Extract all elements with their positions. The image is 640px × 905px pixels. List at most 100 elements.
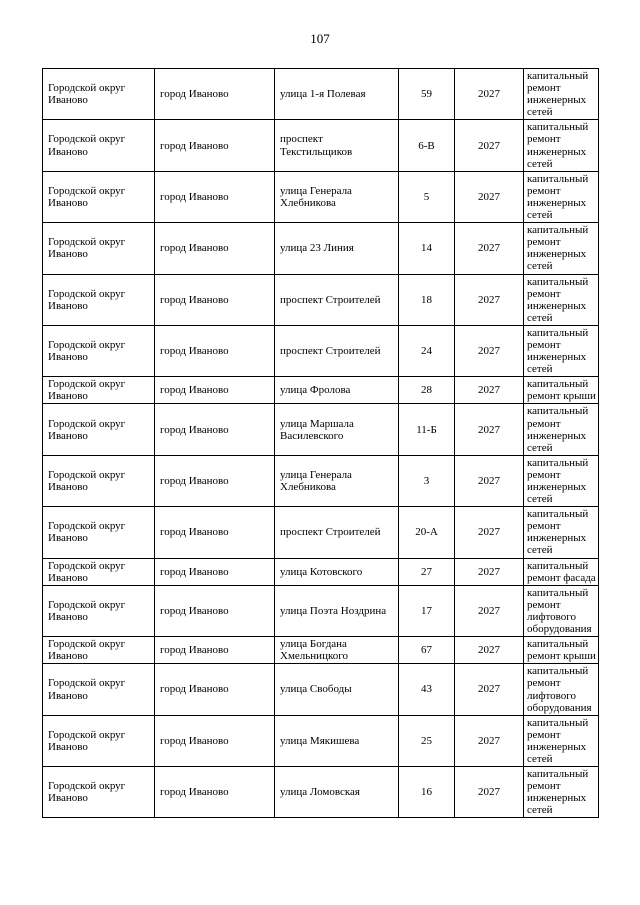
table-row: Городской округ Иваново город Иваново ул… [42, 766, 599, 819]
cell-municipality: Городской округ Иваново [42, 454, 155, 508]
cell-municipality: Городской округ Иваново [42, 376, 155, 405]
cell-work-type: капитальный ремонт инженерных сетей [523, 506, 599, 559]
cell-city: город Иваново [154, 454, 275, 508]
cell-year: 2027 [454, 506, 524, 559]
cell-work-type: капитальный ремонт лифтового оборудовани… [523, 584, 599, 638]
cell-municipality: Городской округ Иваново [42, 222, 155, 275]
cell-municipality: Городской округ Иваново [42, 714, 155, 768]
cell-street: проспект Текстильщиков [274, 119, 399, 172]
cell-municipality: Городской округ Иваново [42, 273, 155, 326]
cell-work-type: капитальный ремонт инженерных сетей [523, 119, 599, 172]
table-row: Городской округ Иваново город Иваново ул… [42, 714, 599, 768]
cell-city: город Иваново [154, 170, 275, 224]
cell-city: город Иваново [154, 67, 275, 121]
cell-year: 2027 [454, 557, 524, 586]
cell-municipality: Городской округ Иваново [42, 67, 155, 121]
cell-street: улица 1-я Полевая [274, 67, 399, 121]
cell-city: город Иваново [154, 119, 275, 172]
cell-year: 2027 [454, 584, 524, 638]
cell-work-type: капитальный ремонт инженерных сетей [523, 170, 599, 224]
table-row: Городской округ Иваново город Иваново ул… [42, 222, 599, 275]
cell-street: проспект Строителей [274, 324, 399, 378]
cell-municipality: Городской округ Иваново [42, 766, 155, 819]
table-row: Городской округ Иваново город Иваново пр… [42, 324, 599, 378]
cell-house-number: 14 [398, 222, 455, 275]
cell-year: 2027 [454, 663, 524, 716]
cell-house-number: 17 [398, 584, 455, 638]
table-row: Городской округ Иваново город Иваново ул… [42, 584, 599, 638]
cell-street: улица Фролова [274, 376, 399, 405]
cell-street: улица Ломовская [274, 766, 399, 819]
cell-work-type: капитальный ремонт инженерных сетей [523, 714, 599, 768]
cell-house-number: 43 [398, 663, 455, 716]
cell-city: город Иваново [154, 222, 275, 275]
cell-municipality: Городской округ Иваново [42, 119, 155, 172]
cell-street: улица Генерала Хлебникова [274, 454, 399, 508]
cell-city: город Иваново [154, 663, 275, 716]
table-row: Городской округ Иваново город Иваново ул… [42, 557, 599, 586]
cell-municipality: Городской округ Иваново [42, 506, 155, 559]
cell-city: город Иваново [154, 584, 275, 638]
cell-city: город Иваново [154, 376, 275, 405]
cell-city: город Иваново [154, 403, 275, 456]
table-row: Городской округ Иваново город Иваново ул… [42, 376, 599, 405]
cell-year: 2027 [454, 67, 524, 121]
cell-year: 2027 [454, 376, 524, 405]
table-row: Городской округ Иваново город Иваново ул… [42, 170, 599, 224]
cell-work-type: капитальный ремонт инженерных сетей [523, 67, 599, 121]
cell-house-number: 18 [398, 273, 455, 326]
cell-house-number: 27 [398, 557, 455, 586]
page-number: 107 [310, 31, 330, 46]
cell-year: 2027 [454, 636, 524, 665]
cell-house-number: 20-А [398, 506, 455, 559]
cell-municipality: Городской округ Иваново [42, 403, 155, 456]
cell-house-number: 28 [398, 376, 455, 405]
cell-house-number: 67 [398, 636, 455, 665]
table-body: Городской округ Иваново город Иваново ул… [42, 67, 599, 819]
table-row: Городской округ Иваново город Иваново пр… [42, 273, 599, 326]
cell-house-number: 25 [398, 714, 455, 768]
cell-work-type: капитальный ремонт инженерных сетей [523, 273, 599, 326]
cell-work-type: капитальный ремонт инженерных сетей [523, 324, 599, 378]
cell-city: город Иваново [154, 273, 275, 326]
cell-street: проспект Строителей [274, 273, 399, 326]
cell-work-type: капитальный ремонт фасада [523, 557, 599, 586]
cell-year: 2027 [454, 273, 524, 326]
cell-work-type: капитальный ремонт инженерных сетей [523, 766, 599, 819]
cell-city: город Иваново [154, 324, 275, 378]
table-row: Городской округ Иваново город Иваново ул… [42, 67, 599, 121]
cell-house-number: 6-В [398, 119, 455, 172]
table-row: Городской округ Иваново город Иваново пр… [42, 506, 599, 559]
cell-street: улица Котовского [274, 557, 399, 586]
cell-year: 2027 [454, 119, 524, 172]
cell-municipality: Городской округ Иваново [42, 584, 155, 638]
cell-house-number: 16 [398, 766, 455, 819]
cell-street: улица Свободы [274, 663, 399, 716]
cell-street: улица Поэта Ноздрина [274, 584, 399, 638]
cell-work-type: капитальный ремонт лифтового оборудовани… [523, 663, 599, 716]
cell-work-type: капитальный ремонт крыши [523, 636, 599, 665]
table-row: Городской округ Иваново город Иваново ул… [42, 454, 599, 508]
capital-repair-plan-table: Городской округ Иваново город Иваново ул… [42, 67, 599, 819]
cell-work-type: капитальный ремонт крыши [523, 376, 599, 405]
table-row: Городской округ Иваново город Иваново пр… [42, 119, 599, 172]
cell-year: 2027 [454, 714, 524, 768]
cell-street: улица 23 Линия [274, 222, 399, 275]
table-row: Городской округ Иваново город Иваново ул… [42, 663, 599, 716]
cell-municipality: Городской округ Иваново [42, 663, 155, 716]
cell-street: улица Мякишева [274, 714, 399, 768]
cell-municipality: Городской округ Иваново [42, 636, 155, 665]
cell-house-number: 5 [398, 170, 455, 224]
table-row: Городской округ Иваново город Иваново ул… [42, 403, 599, 456]
cell-house-number: 3 [398, 454, 455, 508]
cell-work-type: капитальный ремонт инженерных сетей [523, 222, 599, 275]
cell-year: 2027 [454, 324, 524, 378]
table-row: Городской округ Иваново город Иваново ул… [42, 636, 599, 665]
cell-city: город Иваново [154, 636, 275, 665]
cell-year: 2027 [454, 222, 524, 275]
cell-municipality: Городской округ Иваново [42, 557, 155, 586]
cell-city: город Иваново [154, 714, 275, 768]
cell-municipality: Городской округ Иваново [42, 324, 155, 378]
cell-municipality: Городской округ Иваново [42, 170, 155, 224]
cell-street: проспект Строителей [274, 506, 399, 559]
